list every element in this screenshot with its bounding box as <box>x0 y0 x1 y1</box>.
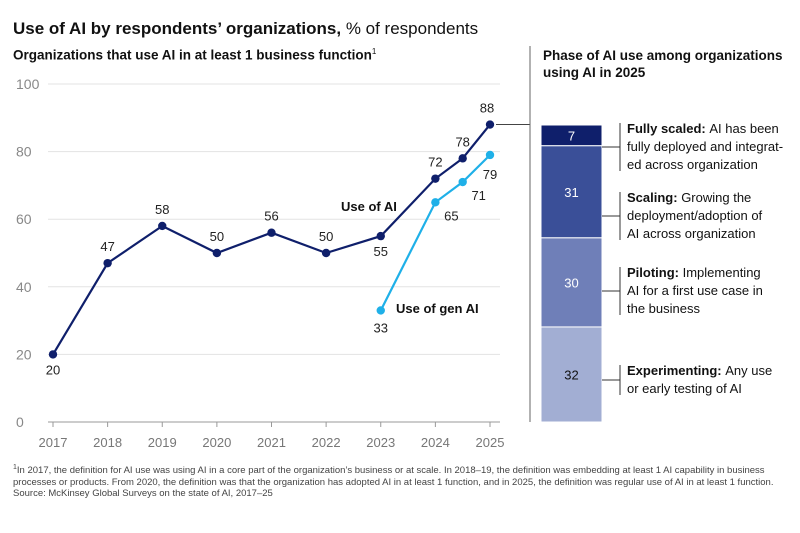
source-note: Source: McKinsey Global Surveys on the s… <box>13 488 273 500</box>
footnote-definition: 1In 2017, the definition for AI use was … <box>13 462 783 488</box>
point-use-of-gen-ai <box>485 150 495 160</box>
phase-name-experimenting: Experimenting: <box>627 363 725 378</box>
line-use-of-ai <box>52 123 491 355</box>
point-use-of-ai <box>321 248 331 258</box>
data-label-use-of-ai: 78 <box>455 134 469 149</box>
x-tick-label: 2019 <box>148 435 177 450</box>
phase-desc-piloting: AI for a first use case in <box>627 283 763 298</box>
y-tick-label: 0 <box>16 414 24 430</box>
segment-value-fully: 7 <box>568 128 575 143</box>
data-label-use-of-ai: 88 <box>480 101 494 116</box>
y-tick-label: 20 <box>16 346 32 362</box>
y-tick-label: 40 <box>16 279 32 295</box>
data-label-use-of-ai: 50 <box>210 229 224 244</box>
line-chart-subtitle: Organizations that use AI in at least 1 … <box>13 47 376 63</box>
phase-desc-piloting: the business <box>627 301 700 316</box>
series-label-use-of-gen-ai: Use of gen AI <box>396 301 479 316</box>
point-use-of-gen-ai <box>376 306 385 315</box>
chart-title: Use of AI by respondents’ organizations,… <box>13 19 478 39</box>
point-use-of-ai <box>267 228 276 237</box>
point-use-of-ai <box>431 174 440 183</box>
phase-desc-experimenting: Any use <box>725 363 772 378</box>
annotation-line-experimenting: or early testing of AI <box>627 381 742 396</box>
data-label-use-of-ai: 58 <box>155 202 169 217</box>
phase-desc-scaling: AI across organization <box>627 226 756 241</box>
annotation-line-scaling: deployment/adoption of <box>627 208 763 223</box>
phase-chart-title: Phase of AI use among organizations usin… <box>543 48 783 80</box>
phase-desc-experimenting: or early testing of AI <box>627 381 742 396</box>
x-tick-label: 2023 <box>366 435 395 450</box>
stacked-segment-scaling <box>540 145 603 239</box>
x-tick-label: 2020 <box>202 435 231 450</box>
footnote-text: In 2017, the definition for AI use was u… <box>13 465 774 488</box>
data-label-use-of-ai: 20 <box>46 362 60 377</box>
data-label-use-of-gen-ai: 79 <box>483 167 497 182</box>
phase-desc-fully: ed across organization <box>627 157 758 172</box>
annotation-line-fully: Fully scaled: AI has been <box>627 121 779 136</box>
annotation-line-scaling: AI across organization <box>627 226 756 241</box>
data-label-use-of-ai: 56 <box>264 209 278 224</box>
point-use-of-ai <box>48 350 58 359</box>
phase-name-fully: Fully scaled: <box>627 121 709 136</box>
footnote: 1In 2017, the definition for AI use was … <box>13 462 783 500</box>
data-label-use-of-gen-ai: 33 <box>374 320 388 335</box>
x-tick-label: 2022 <box>312 435 341 450</box>
series-label-use-of-ai: Use of AI <box>341 199 397 214</box>
line-use-of-gen-ai <box>379 154 491 311</box>
chart-title-rest: % of respondents <box>341 19 479 38</box>
data-label-use-of-ai: 72 <box>428 155 442 170</box>
point-use-of-gen-ai <box>458 177 467 187</box>
line-chart-subtitle-text: Organizations that use AI in at least 1 … <box>13 47 372 63</box>
point-use-of-ai <box>376 231 385 241</box>
point-use-of-gen-ai <box>431 198 440 207</box>
point-use-of-ai <box>212 248 222 258</box>
x-tick-label: 2024 <box>421 435 450 450</box>
point-use-of-ai <box>103 258 112 268</box>
data-label-use-of-ai: 47 <box>100 239 114 254</box>
phase-desc-piloting: Implementing <box>683 265 761 280</box>
annotation-line-fully: ed across organization <box>627 157 758 172</box>
footnote-number: 1 <box>13 464 17 471</box>
segment-value-piloting: 30 <box>564 275 578 290</box>
point-use-of-ai <box>458 154 467 163</box>
annotation-line-piloting: the business <box>627 301 700 316</box>
chart-title-bold: Use of AI by respondents’ organizations, <box>13 19 342 38</box>
annotation-line-scaling: Scaling: Growing the <box>627 190 751 205</box>
y-tick-label: 100 <box>16 76 40 92</box>
point-use-of-ai <box>485 120 495 129</box>
annotation-line-fully: fully deployed and integrat- <box>627 139 783 154</box>
annotation-line-piloting: Piloting: Implementing <box>627 265 761 280</box>
x-tick-label: 2017 <box>39 435 68 450</box>
phase-desc-fully: AI has been <box>709 121 778 136</box>
segment-value-scaling: 31 <box>564 185 578 200</box>
x-tick-label: 2018 <box>93 435 122 450</box>
stacked-segment-experimenting <box>540 326 603 423</box>
data-label-use-of-gen-ai: 71 <box>471 188 485 203</box>
phase-name-piloting: Piloting: <box>627 265 683 280</box>
y-tick-label: 60 <box>16 211 32 227</box>
data-label-use-of-ai: 55 <box>374 244 388 259</box>
phase-desc-scaling: deployment/adoption of <box>627 208 763 223</box>
segment-value-experimenting: 32 <box>564 367 578 382</box>
x-tick-label: 2021 <box>257 435 286 450</box>
y-tick-label: 80 <box>16 144 32 160</box>
x-tick-label: 2025 <box>476 435 505 450</box>
annotation-line-experimenting: Experimenting: Any use <box>627 363 772 378</box>
point-use-of-ai <box>158 221 167 231</box>
stacked-segment-piloting <box>540 237 603 328</box>
data-label-use-of-ai: 50 <box>319 229 333 244</box>
data-label-use-of-gen-ai: 65 <box>444 208 458 223</box>
phase-name-scaling: Scaling: <box>627 190 681 205</box>
phase-desc-fully: fully deployed and integrat- <box>627 139 783 154</box>
phase-desc-scaling: Growing the <box>681 190 751 205</box>
annotation-line-piloting: AI for a first use case in <box>627 283 763 298</box>
footnote-marker: 1 <box>371 47 377 56</box>
